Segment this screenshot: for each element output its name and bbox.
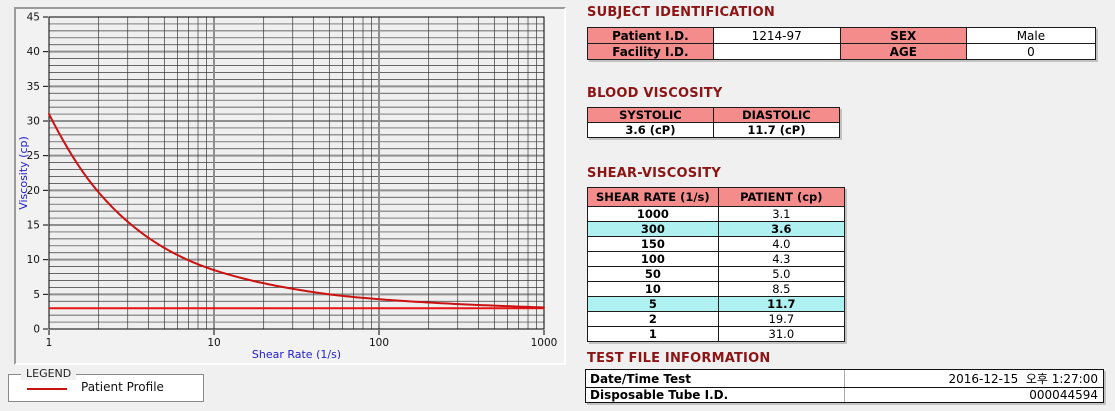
subject-identification-table: Patient I.D. 1214-97 SEX Male Facility I…: [587, 27, 1097, 60]
sex-value: Male: [965, 27, 1097, 44]
test-file-information-heading: TEST FILE INFORMATION: [587, 351, 771, 366]
disposable-tube-id-label: Disposable Tube I.D.: [585, 387, 845, 403]
shear-viscosity-table: SHEAR RATE (1/s) PATIENT (cp) 1000 3.1 3…: [587, 187, 846, 342]
table-row: SYSTOLIC DIASTOLIC: [587, 107, 841, 123]
x-tick-label: 1: [46, 337, 53, 349]
table-row: 50 5.0: [587, 266, 846, 282]
legend-title: LEGEND: [21, 367, 77, 380]
sex-label: SEX: [839, 27, 967, 44]
shear-rate-cell: 10: [587, 281, 719, 297]
y-tick-label: 0: [33, 324, 40, 336]
plot-border: [48, 16, 545, 330]
disposable-tube-id-value: 000044594: [844, 387, 1104, 403]
table-row: Facility I.D. AGE 0: [587, 43, 1097, 60]
patient-cp-header: PATIENT (cp): [717, 187, 846, 207]
table-row: 10 8.5: [587, 281, 846, 297]
shear-rate-cell: 50: [587, 266, 719, 282]
table-row: 3.6 (cP) 11.7 (cP): [587, 122, 841, 138]
diastolic-header: DIASTOLIC: [712, 107, 841, 123]
age-label: AGE: [839, 43, 967, 60]
blood-viscosity-heading: BLOOD VISCOSITY: [587, 86, 723, 101]
systolic-value: 3.6 (cP): [587, 122, 714, 138]
age-value: 0: [965, 43, 1097, 60]
diastolic-value: 11.7 (cP): [712, 122, 841, 138]
viscosity-chart-panel: 0 5 10 15 20 25 30 35 40 45 1 10 100 1000 Shear Rate (…: [14, 7, 566, 365]
patient-value-cell: 19.7: [717, 311, 846, 327]
patient-id-label: Patient I.D.: [587, 27, 714, 44]
table-row: Disposable Tube I.D. 000044594: [585, 387, 1104, 403]
table-row: Patient I.D. 1214-97 SEX Male: [587, 27, 1097, 44]
subject-identification-heading: SUBJECT IDENTIFICATION: [587, 5, 775, 20]
systolic-header: SYSTOLIC: [587, 107, 714, 123]
shear-rate-cell: 5: [587, 296, 719, 312]
facility-id-value: [712, 43, 841, 60]
table-row: Date/Time Test 2016-12-15 오후 1:27:00: [585, 369, 1104, 388]
table-row: 100 4.3: [587, 251, 846, 267]
blood-viscosity-table: SYSTOLIC DIASTOLIC 3.6 (cP) 11.7 (cP): [587, 107, 841, 138]
shear-rate-cell: 300: [587, 221, 719, 237]
patient-id-value: 1214-97: [712, 27, 841, 44]
plot-area: [49, 17, 544, 329]
table-header-row: SHEAR RATE (1/s) PATIENT (cp): [587, 187, 846, 207]
patient-value-cell: 31.0: [717, 326, 846, 342]
y-tick-label: 10: [27, 254, 40, 266]
facility-id-label: Facility I.D.: [587, 43, 714, 60]
y-tick-label: 45: [27, 12, 40, 24]
table-row: 2 19.7: [587, 311, 846, 327]
y-axis-label: Viscosity (cp): [17, 136, 30, 210]
date-time-test-value: 2016-12-15 오후 1:27:00: [844, 369, 1104, 388]
table-row: 1 31.0: [587, 326, 846, 342]
shear-rate-cell: 150: [587, 236, 719, 252]
y-tick-label: 30: [27, 116, 40, 128]
y-tick-label: 35: [27, 81, 40, 93]
shear-viscosity-chart: 0 5 10 15 20 25 30 35 40 45 1 10 100 1000 Shear Rate (…: [17, 12, 558, 360]
patient-value-cell: 3.6: [717, 221, 846, 237]
report-panel: SUBJECT IDENTIFICATION Patient I.D. 1214…: [585, 0, 1113, 411]
x-tick-label: 1000: [531, 337, 558, 349]
patient-value-cell: 4.3: [717, 251, 846, 267]
patient-value-cell: 4.0: [717, 236, 846, 252]
test-file-information-table: Date/Time Test 2016-12-15 오후 1:27:00 Dis…: [585, 369, 1104, 403]
shear-rate-cell: 100: [587, 251, 719, 267]
date-time-test-label: Date/Time Test: [585, 369, 845, 388]
x-tick-label: 100: [369, 337, 389, 349]
shear-rate-cell: 2: [587, 311, 719, 327]
x-axis-label: Shear Rate (1/s): [252, 348, 341, 359]
shear-rate-header: SHEAR RATE (1/s): [587, 187, 719, 207]
table-row-highlighted: 300 3.6: [587, 221, 846, 237]
y-tick-label: 40: [27, 46, 40, 58]
table-row-highlighted: 5 11.7: [587, 296, 846, 312]
table-row: 150 4.0: [587, 236, 846, 252]
patient-profile-line-swatch: [27, 388, 67, 390]
x-tick-label: 10: [207, 337, 220, 349]
y-tick-label: 15: [27, 220, 40, 232]
patient-value-cell: 11.7: [717, 296, 846, 312]
y-tick-label: 5: [33, 289, 40, 301]
patient-value-cell: 3.1: [717, 206, 846, 222]
legend-series-label: Patient Profile: [81, 380, 164, 394]
shear-rate-cell: 1: [587, 326, 719, 342]
y-tick-label: 20: [27, 185, 40, 197]
patient-profile-curve: [48, 113, 545, 309]
patient-value-cell: 8.5: [717, 281, 846, 297]
y-tick-label: 25: [27, 150, 40, 162]
shear-rate-cell: 1000: [587, 206, 719, 222]
table-row: 1000 3.1: [587, 206, 846, 222]
chart-legend: LEGEND Patient Profile: [8, 367, 204, 402]
shear-viscosity-heading: SHEAR-VISCOSITY: [587, 166, 721, 181]
patient-value-cell: 5.0: [717, 266, 846, 282]
